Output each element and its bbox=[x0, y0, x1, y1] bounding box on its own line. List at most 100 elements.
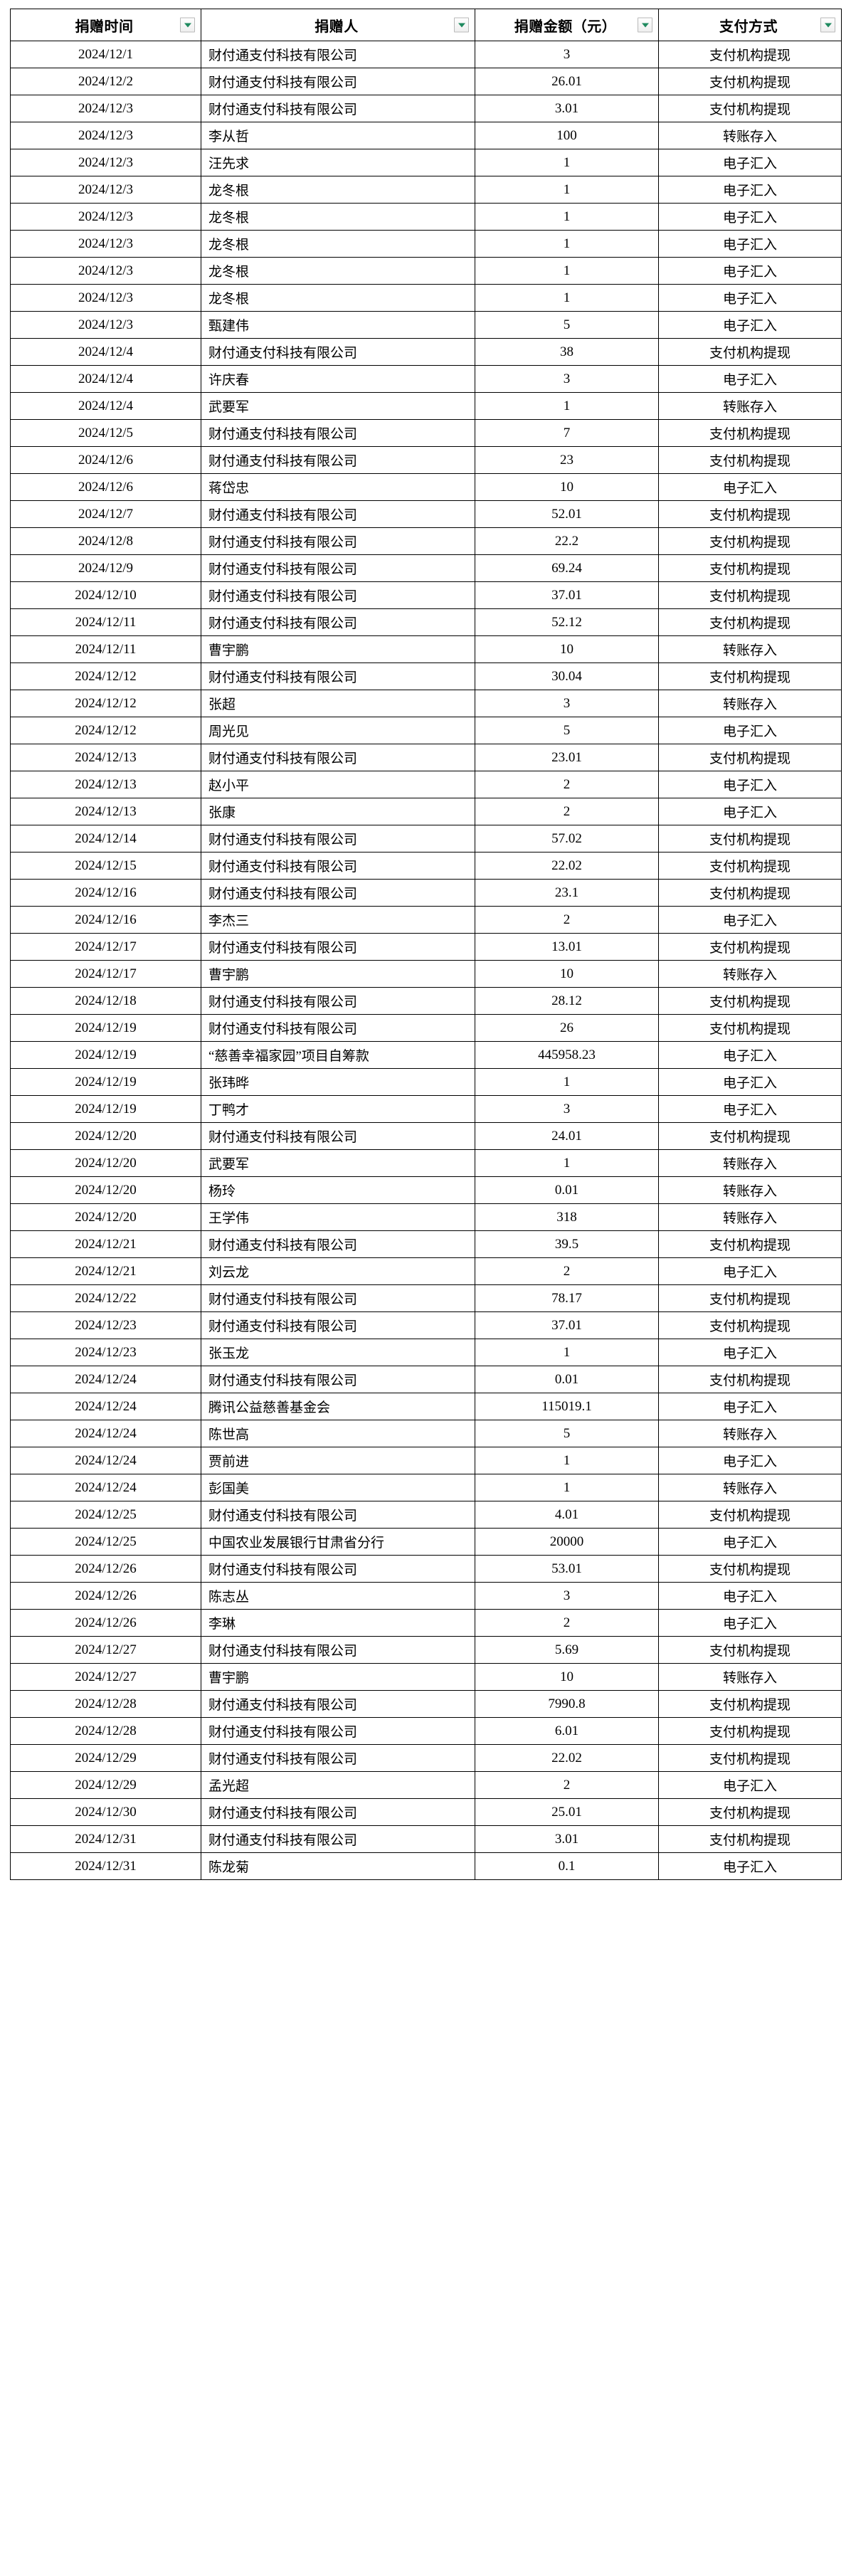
cell-donor[interactable]: 武要军 bbox=[201, 392, 475, 420]
table-row[interactable]: 2024/12/13 财付通支付科技有限公司 23.01 支付机构提现 bbox=[10, 744, 842, 771]
cell-amount[interactable]: 13.01 bbox=[475, 933, 659, 961]
cell-method[interactable]: 电子汇入 bbox=[658, 473, 842, 501]
cell-date[interactable]: 2024/12/21 bbox=[10, 1230, 201, 1258]
cell-amount[interactable]: 7990.8 bbox=[475, 1690, 659, 1718]
table-row[interactable]: 2024/12/23 张玉龙 1 电子汇入 bbox=[10, 1339, 842, 1366]
cell-amount[interactable]: 2 bbox=[475, 1257, 659, 1285]
cell-donor[interactable]: 龙冬根 bbox=[201, 257, 475, 285]
cell-date[interactable]: 2024/12/5 bbox=[10, 419, 201, 447]
cell-date[interactable]: 2024/12/6 bbox=[10, 473, 201, 501]
cell-date[interactable]: 2024/12/4 bbox=[10, 338, 201, 366]
cell-donor[interactable]: 财付通支付科技有限公司 bbox=[201, 95, 475, 122]
cell-amount[interactable]: 1 bbox=[475, 176, 659, 204]
table-row[interactable]: 2024/12/8 财付通支付科技有限公司 22.2 支付机构提现 bbox=[10, 527, 842, 555]
cell-amount[interactable]: 4.01 bbox=[475, 1501, 659, 1529]
cell-amount[interactable]: 7 bbox=[475, 419, 659, 447]
cell-method[interactable]: 支付机构提现 bbox=[658, 446, 842, 474]
cell-amount[interactable]: 2 bbox=[475, 906, 659, 934]
cell-date[interactable]: 2024/12/10 bbox=[10, 581, 201, 609]
cell-donor[interactable]: 财付通支付科技有限公司 bbox=[201, 825, 475, 852]
cell-donor[interactable]: 贾前进 bbox=[201, 1447, 475, 1474]
cell-donor[interactable]: 甄建伟 bbox=[201, 311, 475, 339]
table-row[interactable]: 2024/12/21 财付通支付科技有限公司 39.5 支付机构提现 bbox=[10, 1230, 842, 1258]
cell-method[interactable]: 转账存入 bbox=[658, 1663, 842, 1691]
cell-donor[interactable]: 陈世高 bbox=[201, 1420, 475, 1447]
cell-date[interactable]: 2024/12/14 bbox=[10, 825, 201, 852]
cell-donor[interactable]: 财付通支付科技有限公司 bbox=[201, 527, 475, 555]
cell-amount[interactable]: 53.01 bbox=[475, 1555, 659, 1583]
table-row[interactable]: 2024/12/31 陈龙菊 0.1 电子汇入 bbox=[10, 1852, 842, 1880]
cell-amount[interactable]: 1 bbox=[475, 1339, 659, 1366]
cell-donor[interactable]: 曹宇鹏 bbox=[201, 1663, 475, 1691]
cell-date[interactable]: 2024/12/20 bbox=[10, 1203, 201, 1231]
table-row[interactable]: 2024/12/18 财付通支付科技有限公司 28.12 支付机构提现 bbox=[10, 987, 842, 1015]
table-row[interactable]: 2024/12/20 武要军 1 转账存入 bbox=[10, 1149, 842, 1177]
cell-method[interactable]: 电子汇入 bbox=[658, 230, 842, 258]
cell-donor[interactable]: 财付通支付科技有限公司 bbox=[201, 419, 475, 447]
table-row[interactable]: 2024/12/2 财付通支付科技有限公司 26.01 支付机构提现 bbox=[10, 68, 842, 95]
cell-donor[interactable]: 财付通支付科技有限公司 bbox=[201, 852, 475, 880]
cell-method[interactable]: 支付机构提现 bbox=[658, 987, 842, 1015]
table-row[interactable]: 2024/12/21 刘云龙 2 电子汇入 bbox=[10, 1257, 842, 1285]
table-row[interactable]: 2024/12/5 财付通支付科技有限公司 7 支付机构提现 bbox=[10, 419, 842, 447]
cell-date[interactable]: 2024/12/19 bbox=[10, 1014, 201, 1042]
cell-method[interactable]: 转账存入 bbox=[658, 635, 842, 663]
cell-date[interactable]: 2024/12/3 bbox=[10, 257, 201, 285]
cell-date[interactable]: 2024/12/19 bbox=[10, 1068, 201, 1096]
cell-date[interactable]: 2024/12/20 bbox=[10, 1176, 201, 1204]
cell-donor[interactable]: 财付通支付科技有限公司 bbox=[201, 1690, 475, 1718]
cell-method[interactable]: 支付机构提现 bbox=[658, 95, 842, 122]
table-row[interactable]: 2024/12/23 财付通支付科技有限公司 37.01 支付机构提现 bbox=[10, 1311, 842, 1339]
cell-donor[interactable]: 财付通支付科技有限公司 bbox=[201, 1798, 475, 1826]
cell-method[interactable]: 支付机构提现 bbox=[658, 933, 842, 961]
cell-date[interactable]: 2024/12/1 bbox=[10, 41, 201, 68]
cell-donor[interactable]: 财付通支付科技有限公司 bbox=[201, 663, 475, 690]
cell-amount[interactable]: 5 bbox=[475, 1420, 659, 1447]
cell-date[interactable]: 2024/12/20 bbox=[10, 1122, 201, 1150]
cell-donor[interactable]: 财付通支付科技有限公司 bbox=[201, 1501, 475, 1529]
cell-donor[interactable]: 财付通支付科技有限公司 bbox=[201, 987, 475, 1015]
cell-date[interactable]: 2024/12/3 bbox=[10, 95, 201, 122]
table-row[interactable]: 2024/12/3 龙冬根 1 电子汇入 bbox=[10, 176, 842, 204]
cell-date[interactable]: 2024/12/17 bbox=[10, 933, 201, 961]
cell-date[interactable]: 2024/12/27 bbox=[10, 1663, 201, 1691]
cell-date[interactable]: 2024/12/11 bbox=[10, 608, 201, 636]
cell-donor[interactable]: 曹宇鹏 bbox=[201, 635, 475, 663]
cell-amount[interactable]: 37.01 bbox=[475, 1311, 659, 1339]
table-row[interactable]: 2024/12/16 李杰三 2 电子汇入 bbox=[10, 906, 842, 934]
table-row[interactable]: 2024/12/19 张玮晔 1 电子汇入 bbox=[10, 1068, 842, 1096]
cell-method[interactable]: 电子汇入 bbox=[658, 906, 842, 934]
cell-method[interactable]: 转账存入 bbox=[658, 690, 842, 717]
cell-date[interactable]: 2024/12/4 bbox=[10, 365, 201, 393]
table-row[interactable]: 2024/12/3 龙冬根 1 电子汇入 bbox=[10, 284, 842, 312]
cell-date[interactable]: 2024/12/3 bbox=[10, 284, 201, 312]
table-row[interactable]: 2024/12/12 财付通支付科技有限公司 30.04 支付机构提现 bbox=[10, 663, 842, 690]
cell-method[interactable]: 转账存入 bbox=[658, 1176, 842, 1204]
table-row[interactable]: 2024/12/11 曹宇鹏 10 转账存入 bbox=[10, 635, 842, 663]
cell-amount[interactable]: 3 bbox=[475, 1582, 659, 1610]
cell-amount[interactable]: 1 bbox=[475, 149, 659, 176]
cell-amount[interactable]: 52.12 bbox=[475, 608, 659, 636]
filter-dropdown-icon-date[interactable] bbox=[180, 17, 195, 33]
table-row[interactable]: 2024/12/4 武要军 1 转账存入 bbox=[10, 392, 842, 420]
cell-date[interactable]: 2024/12/30 bbox=[10, 1798, 201, 1826]
cell-amount[interactable]: 3.01 bbox=[475, 1825, 659, 1853]
cell-method[interactable]: 支付机构提现 bbox=[658, 1284, 842, 1312]
cell-donor[interactable]: 龙冬根 bbox=[201, 203, 475, 231]
filter-dropdown-icon-method[interactable] bbox=[820, 17, 835, 33]
cell-donor[interactable]: 张超 bbox=[201, 690, 475, 717]
table-row[interactable]: 2024/12/11 财付通支付科技有限公司 52.12 支付机构提现 bbox=[10, 608, 842, 636]
cell-method[interactable]: 电子汇入 bbox=[658, 257, 842, 285]
cell-amount[interactable]: 26 bbox=[475, 1014, 659, 1042]
cell-donor[interactable]: 财付通支付科技有限公司 bbox=[201, 554, 475, 582]
table-row[interactable]: 2024/12/19 “慈善幸福家园”项目自筹款 445958.23 电子汇入 bbox=[10, 1041, 842, 1069]
cell-method[interactable]: 支付机构提现 bbox=[658, 1122, 842, 1150]
cell-amount[interactable]: 10 bbox=[475, 960, 659, 988]
cell-method[interactable]: 支付机构提现 bbox=[658, 419, 842, 447]
cell-date[interactable]: 2024/12/26 bbox=[10, 1582, 201, 1610]
cell-amount[interactable]: 1 bbox=[475, 257, 659, 285]
cell-donor[interactable]: 武要军 bbox=[201, 1149, 475, 1177]
cell-amount[interactable]: 28.12 bbox=[475, 987, 659, 1015]
cell-donor[interactable]: 财付通支付科技有限公司 bbox=[201, 1555, 475, 1583]
cell-amount[interactable]: 37.01 bbox=[475, 581, 659, 609]
